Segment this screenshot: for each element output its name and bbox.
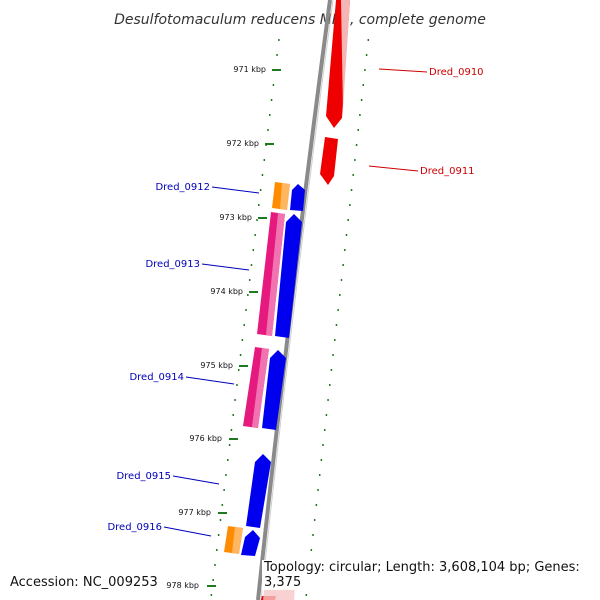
tick-label-971: 971 kbp (233, 65, 266, 74)
genes-value: 3,375 (264, 575, 302, 590)
accession-label: Accession: (10, 575, 79, 590)
plus-strand-genes (241, 184, 305, 556)
feature-dred-0916-orange-highlight (232, 527, 243, 554)
gene-dred-0910-highlight (341, 0, 350, 110)
leader-dred-0914 (185, 376, 235, 385)
tick-label-972: 972 kbp (226, 139, 259, 148)
genes-label: Genes: (534, 560, 580, 575)
cds-dred-0913-highlight (266, 213, 285, 336)
cds-features (243, 212, 285, 428)
tick-label-973: 973 kbp (219, 213, 252, 222)
genome-backbone-highlight (260, 0, 334, 600)
topology-label: Topology: (264, 560, 325, 575)
gene-dred-0912[interactable] (290, 184, 305, 211)
label-dred-0910[interactable]: Dred_0910 (429, 67, 484, 78)
label-dred-0914[interactable]: Dred_0914 (129, 372, 184, 383)
tick-label-976: 976 kbp (189, 434, 222, 443)
leader-dred-0916 (163, 526, 212, 537)
tick-label-977: 977 kbp (178, 508, 211, 517)
leader-dred-0915 (172, 475, 220, 485)
tick-label-978: 978 kbp (166, 581, 199, 590)
tick-label-974: 974 kbp (210, 287, 243, 296)
gene-labels: Dred_0910 Dred_0911 Dred_0912 Dred_0913 … (107, 67, 484, 537)
label-dred-0916[interactable]: Dred_0916 (107, 522, 162, 533)
gene-dred-0913[interactable] (275, 214, 302, 338)
accession-value: NC_009253 (82, 575, 158, 590)
outer-dotted-ring (305, 39, 370, 596)
label-dred-0912[interactable]: Dred_0912 (155, 182, 210, 193)
leader-dred-0912 (211, 186, 260, 194)
cds-dred-0914-highlight (252, 348, 269, 428)
tick-label-975: 975 kbp (200, 361, 233, 370)
leader-dred-0911 (368, 165, 419, 172)
leader-dred-0910 (378, 68, 428, 73)
gene-dred-0915[interactable] (246, 454, 271, 528)
label-dred-0913[interactable]: Dred_0913 (145, 259, 200, 270)
length-value: 3,608,104 bp (439, 560, 526, 575)
map-title: Desulfotomaculum reducens MI-1, complete… (114, 12, 486, 28)
topology-value: circular (328, 560, 378, 575)
label-dred-0915[interactable]: Dred_0915 (116, 471, 171, 482)
feature-dred-0912-orange-highlight (280, 183, 290, 210)
tick-marks (207, 69, 281, 587)
leader-dred-0913 (201, 263, 250, 271)
gene-dred-0916[interactable] (241, 530, 260, 556)
accession-line: Accession: NC_009253 (8, 575, 160, 590)
gene-dred-0911[interactable] (320, 137, 338, 185)
summary-line: Topology: circular; Length: 3,608,104 bp… (262, 560, 600, 590)
length-label: Length: (385, 560, 435, 575)
label-dred-0911[interactable]: Dred_0911 (420, 166, 475, 177)
tick-labels: 971 kbp 972 kbp 973 kbp 974 kbp 975 kbp … (166, 65, 266, 590)
orange-features (224, 182, 290, 554)
gene-dred-0914[interactable] (262, 350, 286, 430)
